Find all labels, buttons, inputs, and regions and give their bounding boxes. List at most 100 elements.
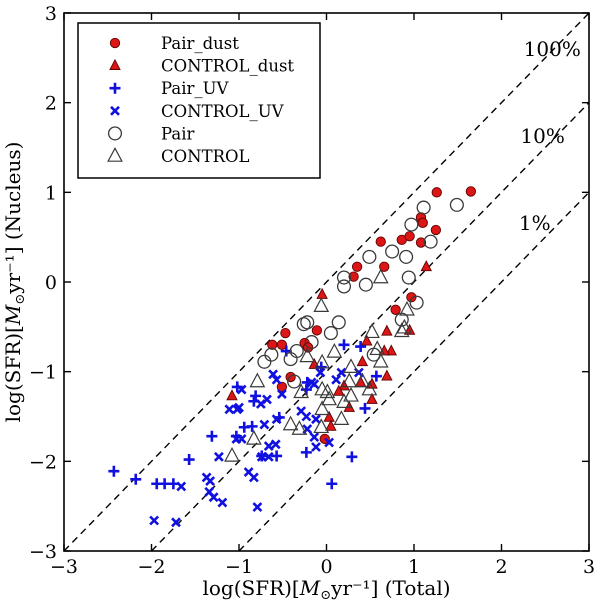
y-tick-label: 0: [45, 272, 57, 294]
reference-line: [63, 12, 590, 552]
data-point-Pair_UV: [183, 454, 195, 466]
data-point-CONTROL_UV: [171, 517, 181, 528]
data-point-CONTROL: [314, 400, 331, 416]
data-point-Pair_dust: [406, 292, 417, 303]
data-point-Pair: [323, 326, 338, 341]
data-point-CONTROL: [399, 300, 415, 316]
data-point-Pair_dust: [417, 217, 428, 228]
data-point-CONTROL_dust: [323, 410, 335, 422]
data-point-CONTROL_UV: [205, 476, 216, 486]
data-point-CONTROL_UV: [268, 369, 279, 380]
y-axis-label: log(SFR)[M⊙yr⁻¹] (Nucleus): [1, 142, 28, 423]
data-point-Pair: [257, 354, 272, 369]
data-point-CONTROL: [313, 297, 330, 313]
data-point-CONTROL_UV: [259, 419, 270, 430]
data-point-CONTROL_UV: [270, 439, 281, 450]
data-point-CONTROL: [343, 386, 359, 402]
data-point-CONTROL: [369, 340, 386, 356]
data-point-Pair: [283, 352, 298, 367]
data-point-CONTROL: [282, 415, 299, 431]
data-point-Pair_UV: [108, 465, 120, 477]
data-point-CONTROL: [354, 372, 371, 388]
data-point-CONTROL: [314, 353, 331, 369]
x-tick-label: 3: [583, 556, 595, 578]
data-point-CONTROL: [336, 393, 352, 408]
data-point-CONTROL_UV: [263, 451, 274, 462]
x-tick-label: −2: [137, 556, 165, 578]
x-tick-label: 1: [408, 556, 420, 578]
data-point-Pair_dust: [267, 339, 278, 350]
legend-marker-Pair: [107, 126, 123, 141]
data-point-CONTROL: [372, 352, 389, 368]
data-point-Pair: [362, 249, 377, 264]
data-point-CONTROL: [326, 342, 343, 358]
data-point-Pair_UV: [370, 370, 382, 382]
data-point-CONTROL: [361, 380, 378, 396]
legend-label-CONTROL_dust: CONTROL_dust: [161, 57, 294, 76]
data-point-CONTROL: [249, 372, 266, 388]
x-tick-label: 0: [320, 556, 332, 578]
data-point-CONTROL: [321, 390, 338, 406]
data-point-CONTROL_dust: [343, 400, 355, 412]
y-tick-label: 1: [45, 182, 57, 204]
legend-label-CONTROL: CONTROL: [161, 147, 250, 166]
data-point-CONTROL_dust: [333, 384, 345, 396]
y-tick-label: 2: [45, 93, 57, 115]
data-point-Pair_UV: [271, 450, 283, 462]
data-point-CONTROL_dust: [226, 389, 238, 401]
data-point-CONTROL: [224, 446, 240, 462]
y-tick-label: −2: [29, 451, 57, 473]
data-point-CONTROL: [291, 420, 308, 435]
data-point-CONTROL_dust: [338, 379, 350, 391]
data-point-CONTROL_dust: [325, 419, 337, 431]
data-point-CONTROL_UV: [224, 404, 235, 415]
data-point-CONTROL: [372, 268, 389, 284]
data-point-CONTROL: [245, 429, 262, 445]
x-axis-label: log(SFR)[M⊙yr⁻¹] (Total): [202, 576, 450, 603]
data-point-CONTROL_dust: [356, 355, 369, 367]
data-point-Pair: [385, 244, 400, 259]
data-point-CONTROL_UV: [217, 497, 228, 508]
data-point-Pair_UV: [206, 430, 218, 442]
data-point-Pair_UV: [359, 402, 371, 414]
data-point-CONTROL: [313, 418, 330, 434]
data-point-Pair_dust: [415, 237, 427, 248]
data-point-Pair_dust: [348, 271, 359, 282]
data-point-CONTROL_UV: [309, 379, 320, 390]
data-point-CONTROL_UV: [324, 437, 335, 448]
data-point-Pair_UV: [130, 473, 142, 485]
data-point-CONTROL_UV: [232, 404, 243, 415]
data-point-CONTROL_UV: [271, 374, 282, 385]
data-point-CONTROL_dust: [420, 260, 432, 272]
data-point-Pair_UV: [355, 341, 367, 353]
legend-marker-Pair_UV: [109, 82, 121, 94]
data-point-CONTROL_UV: [301, 411, 312, 422]
reference-line-label: 100%: [524, 37, 581, 61]
data-point-Pair: [264, 347, 279, 362]
data-point-CONTROL_dust: [361, 334, 373, 346]
data-point-Pair: [409, 295, 424, 310]
legend-marker-CONTROL_dust: [109, 58, 121, 70]
data-point-CONTROL_dust: [381, 324, 393, 336]
data-point-Pair_dust: [311, 325, 323, 336]
data-point-Pair_UV: [346, 451, 358, 463]
data-point-Pair_dust: [351, 261, 363, 272]
data-point-CONTROL_UV: [276, 389, 287, 400]
data-point-CONTROL_UV: [213, 451, 224, 462]
legend-label-Pair_dust: Pair_dust: [161, 34, 239, 53]
data-point-Pair: [358, 277, 373, 292]
data-point-CONTROL_UV: [248, 472, 259, 483]
data-point-CONTROL_UV: [315, 367, 326, 378]
data-point-CONTROL: [343, 358, 359, 373]
data-point-Pair: [336, 279, 352, 294]
data-point-CONTROL_UV: [236, 433, 247, 444]
data-point-Pair: [304, 335, 319, 350]
data-point-Pair: [287, 374, 302, 389]
data-point-CONTROL_UV: [311, 442, 321, 452]
data-point-CONTROL: [319, 383, 336, 399]
reference-line: [238, 191, 590, 552]
data-point-CONTROL: [341, 372, 358, 388]
data-point-CONTROL: [333, 410, 350, 425]
data-point-CONTROL: [293, 383, 310, 399]
